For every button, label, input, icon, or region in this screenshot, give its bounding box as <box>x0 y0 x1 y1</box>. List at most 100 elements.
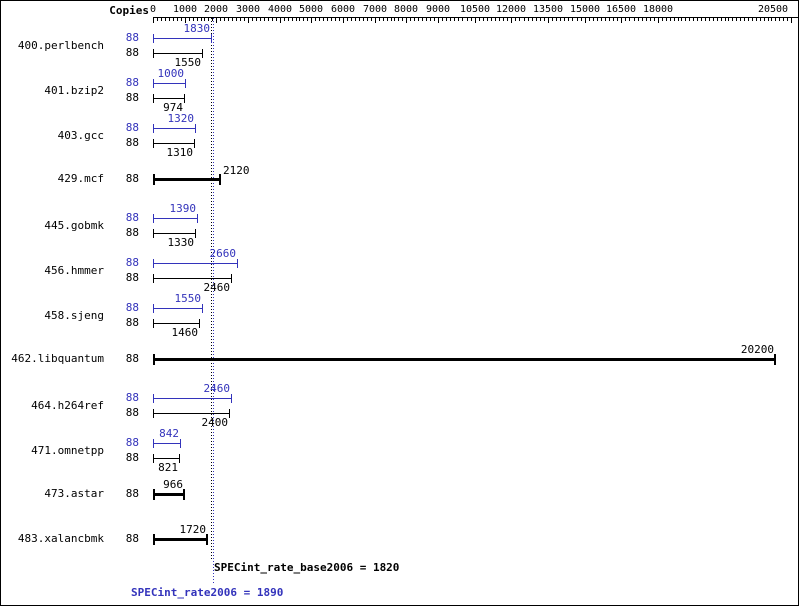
peak-value-label: 2660 <box>209 247 237 260</box>
x-axis-minor-tick <box>363 18 364 21</box>
bar-line <box>153 358 776 361</box>
x-axis-minor-tick <box>161 18 162 21</box>
x-axis-minor-tick <box>532 18 533 21</box>
x-axis-minor-tick <box>609 18 610 21</box>
bar-end-cap <box>231 394 232 403</box>
x-axis-minor-tick <box>670 18 671 21</box>
x-axis-minor-tick <box>252 18 253 21</box>
x-axis-major-tick <box>406 18 407 23</box>
copies-value: 88 <box>125 352 139 365</box>
peak-reference-line <box>213 18 214 585</box>
bar-start-cap <box>153 124 154 133</box>
x-axis-minor-tick <box>572 18 573 21</box>
x-axis-minor-tick <box>783 18 784 21</box>
x-axis-minor-tick <box>268 18 269 21</box>
x-axis-minor-tick <box>601 18 602 21</box>
base-value-label: 974 <box>163 101 183 114</box>
bar-value-label: 2120 <box>223 164 250 177</box>
peak-value-label: 842 <box>159 427 179 440</box>
x-axis-minor-tick <box>299 18 300 21</box>
x-axis-minor-tick <box>260 18 261 21</box>
copies-column-header: Copies <box>109 4 149 17</box>
x-axis-minor-tick <box>617 18 618 21</box>
copies-value: 88 <box>125 316 139 329</box>
x-axis-minor-tick <box>383 18 384 21</box>
x-axis-minor-tick <box>625 18 626 21</box>
bar-line <box>153 443 181 444</box>
base-value-label: 1310 <box>166 146 194 159</box>
x-axis-minor-tick <box>483 18 484 21</box>
benchmark-label: 456.hmmer <box>44 264 104 277</box>
x-axis-minor-tick <box>752 18 753 21</box>
x-axis-minor-tick <box>771 18 772 21</box>
x-axis-minor-tick <box>319 18 320 21</box>
x-axis-minor-tick <box>560 18 561 21</box>
x-axis-tick-label: 9000 <box>425 4 451 15</box>
copies-value: 88 <box>125 532 139 545</box>
x-axis-minor-tick <box>693 18 694 21</box>
x-axis-minor-tick <box>387 18 388 21</box>
bar-value-label: 1720 <box>179 523 207 536</box>
bar-start-cap <box>153 454 154 463</box>
copies-value: 88 <box>125 226 139 239</box>
x-axis-minor-tick <box>581 18 582 21</box>
bar-line <box>153 233 196 234</box>
x-axis-minor-tick <box>507 18 508 21</box>
x-axis-tick-label: 8000 <box>393 4 419 15</box>
x-axis-minor-tick <box>165 18 166 21</box>
x-axis-minor-tick <box>256 18 257 21</box>
x-axis-tick-label: 6000 <box>330 4 356 15</box>
base-value-label: 821 <box>158 461 178 474</box>
x-axis-minor-tick <box>705 18 706 21</box>
x-axis-minor-tick <box>666 18 667 21</box>
x-axis-line <box>153 17 798 18</box>
bar-end-cap <box>202 304 203 313</box>
peak-value-label: 1830 <box>183 22 211 35</box>
x-axis-tick-label: 0 <box>149 4 157 15</box>
x-axis-tick-label: 15000 <box>569 4 601 15</box>
x-axis-minor-tick <box>717 18 718 21</box>
bar-end-cap <box>206 534 208 545</box>
bar-start-cap <box>153 259 154 268</box>
x-axis-minor-tick <box>605 18 606 21</box>
x-axis-minor-tick <box>371 18 372 21</box>
bar-start-cap <box>153 489 155 500</box>
x-axis-minor-tick <box>391 18 392 21</box>
bar-start-cap <box>153 409 154 418</box>
x-axis-minor-tick <box>204 18 205 21</box>
x-axis-minor-tick <box>430 18 431 21</box>
x-axis-minor-tick <box>208 18 209 21</box>
x-axis-minor-tick <box>458 18 459 21</box>
x-axis-major-tick <box>216 18 217 23</box>
bar-start-cap <box>153 394 154 403</box>
x-axis-minor-tick <box>201 18 202 21</box>
bar-start-cap <box>153 139 154 148</box>
x-axis-minor-tick <box>335 18 336 21</box>
x-axis-minor-tick <box>638 18 639 21</box>
peak-value-label: 1390 <box>169 202 197 215</box>
bar-value-label: 966 <box>163 478 183 491</box>
x-axis-minor-tick <box>634 18 635 21</box>
x-axis-minor-tick <box>732 18 733 21</box>
x-axis-tick-label: 10500 <box>459 4 491 15</box>
bar-start-cap <box>153 319 154 328</box>
x-axis-minor-tick <box>499 18 500 21</box>
bar-line <box>153 98 185 99</box>
bar-start-cap <box>153 214 154 223</box>
x-axis-minor-tick <box>323 18 324 21</box>
bar-end-cap <box>211 34 212 43</box>
benchmark-label: 464.h264ref <box>31 399 104 412</box>
x-axis-minor-tick <box>355 18 356 21</box>
x-axis-minor-tick <box>552 18 553 21</box>
peak-value-label: 2460 <box>203 382 231 395</box>
bar-line <box>153 143 195 144</box>
x-axis-minor-tick <box>462 18 463 21</box>
peak-value-label: 1320 <box>167 112 195 125</box>
x-axis-minor-tick <box>173 18 174 21</box>
x-axis-minor-tick <box>495 18 496 21</box>
x-axis-minor-tick <box>414 18 415 21</box>
bar-start-cap <box>153 49 154 58</box>
x-axis-minor-tick <box>327 18 328 21</box>
x-axis-tick-label: 7000 <box>362 4 388 15</box>
x-axis-major-tick <box>153 18 154 23</box>
